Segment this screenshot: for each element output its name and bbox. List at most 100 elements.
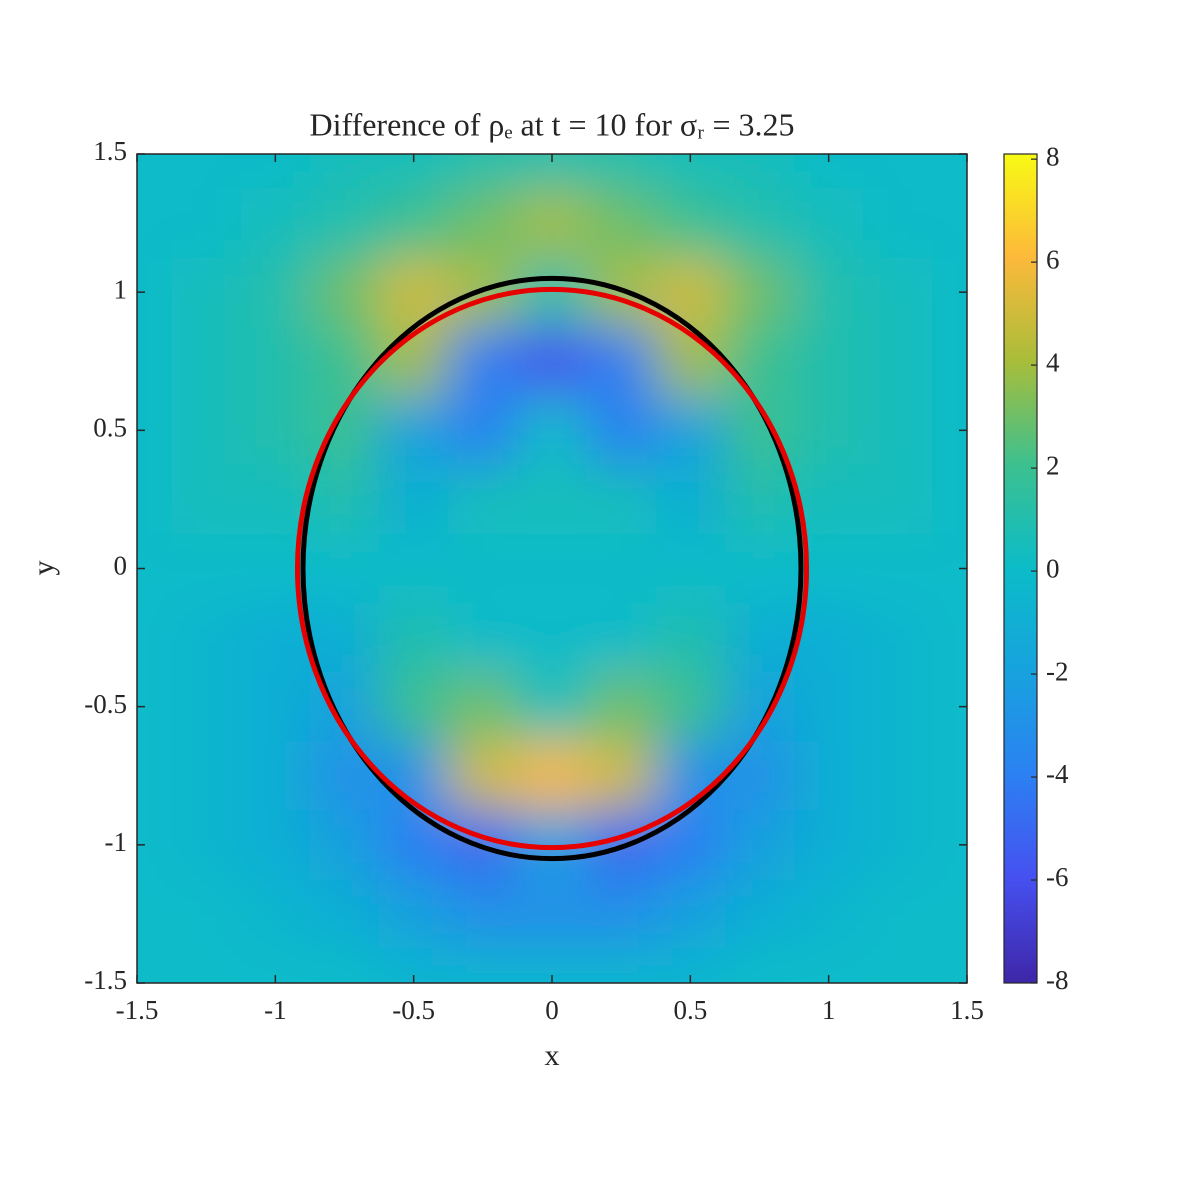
- cell: [171, 464, 241, 534]
- cell: [586, 464, 656, 534]
- cell: [586, 603, 656, 673]
- cell: [517, 879, 587, 949]
- cell: [448, 603, 518, 673]
- cell: [794, 810, 864, 880]
- cell: [379, 326, 449, 396]
- cell: [863, 188, 933, 258]
- cell: [309, 326, 380, 396]
- cell: [586, 672, 656, 742]
- cell: [724, 948, 795, 983]
- cell: [240, 879, 310, 949]
- cell: [379, 741, 449, 811]
- cell: [171, 154, 241, 189]
- cell: [309, 879, 380, 949]
- cell: [137, 879, 172, 949]
- cell: [586, 395, 656, 465]
- cell: [863, 154, 933, 189]
- cell: [240, 395, 310, 465]
- colorbar-tick-label: -4: [1046, 759, 1069, 789]
- y-axis-label: y: [27, 561, 60, 576]
- cell: [655, 741, 725, 811]
- cell: [137, 154, 172, 189]
- y-tick-label: 0.5: [93, 413, 127, 443]
- cell: [794, 188, 864, 258]
- cell: [137, 603, 172, 673]
- cell: [171, 326, 241, 396]
- cell: [863, 395, 933, 465]
- cell: [309, 603, 380, 673]
- cell: [724, 154, 795, 189]
- y-tick-label: 1: [114, 274, 128, 304]
- x-tick-label: 1.5: [950, 995, 984, 1025]
- cell: [863, 810, 933, 880]
- x-tick-label: 1: [822, 995, 836, 1025]
- cell: [724, 257, 795, 327]
- cells: [137, 154, 967, 983]
- x-tick-label: 0: [545, 995, 559, 1025]
- cell: [724, 188, 795, 258]
- cell: [240, 188, 310, 258]
- cell: [379, 603, 449, 673]
- cell: [863, 326, 933, 396]
- colorbar-tick-label: 2: [1046, 450, 1060, 480]
- cell: [309, 154, 380, 189]
- overlay: [294, 275, 810, 862]
- cell: [863, 948, 933, 983]
- x-tick-label: 0.5: [673, 995, 707, 1025]
- cell: [586, 188, 656, 258]
- y-tick-label: 0: [114, 551, 128, 581]
- cell: [794, 672, 864, 742]
- cell: [655, 603, 725, 673]
- colorbar-tick-label: 8: [1046, 141, 1060, 171]
- cell: [137, 188, 172, 258]
- ellipse-curve: [300, 275, 804, 862]
- cell: [171, 810, 241, 880]
- cell: [309, 464, 380, 534]
- cell: [517, 533, 587, 604]
- ellipse-curve: [294, 286, 810, 851]
- cell: [863, 741, 933, 811]
- cell: [932, 188, 967, 258]
- cell: [655, 810, 725, 880]
- y-tick-label: -1.5: [84, 965, 127, 995]
- y-tick-label: 1.5: [93, 136, 127, 166]
- cell: [794, 879, 864, 949]
- cell: [448, 464, 518, 534]
- cell: [448, 395, 518, 465]
- cell: [724, 741, 795, 811]
- cell: [448, 948, 518, 983]
- colorbar-tick-label: 0: [1046, 553, 1060, 583]
- x-tick-label: -1: [264, 995, 287, 1025]
- cell: [517, 395, 587, 465]
- colorbar-tick-label: -8: [1046, 965, 1069, 995]
- cell: [863, 672, 933, 742]
- cell: [863, 879, 933, 949]
- cell: [517, 188, 587, 258]
- cell: [171, 672, 241, 742]
- cell: [379, 533, 449, 604]
- cell: [171, 188, 241, 258]
- cell: [517, 741, 587, 811]
- cell: [517, 326, 587, 396]
- cell: [655, 257, 725, 327]
- cell: [586, 326, 656, 396]
- cell: [309, 188, 380, 258]
- cell: [724, 464, 795, 534]
- cell: [448, 533, 518, 604]
- cell: [448, 326, 518, 396]
- heatmap: [137, 154, 967, 983]
- cell: [448, 154, 518, 189]
- cell: [724, 879, 795, 949]
- cell: [586, 533, 656, 604]
- cell: [448, 188, 518, 258]
- cell: [309, 741, 380, 811]
- cell: [309, 257, 380, 327]
- cell: [171, 533, 241, 604]
- cell: [586, 154, 656, 189]
- cell: [517, 603, 587, 673]
- cell: [932, 154, 967, 189]
- cell: [379, 257, 449, 327]
- cell: [794, 741, 864, 811]
- cell: [655, 188, 725, 258]
